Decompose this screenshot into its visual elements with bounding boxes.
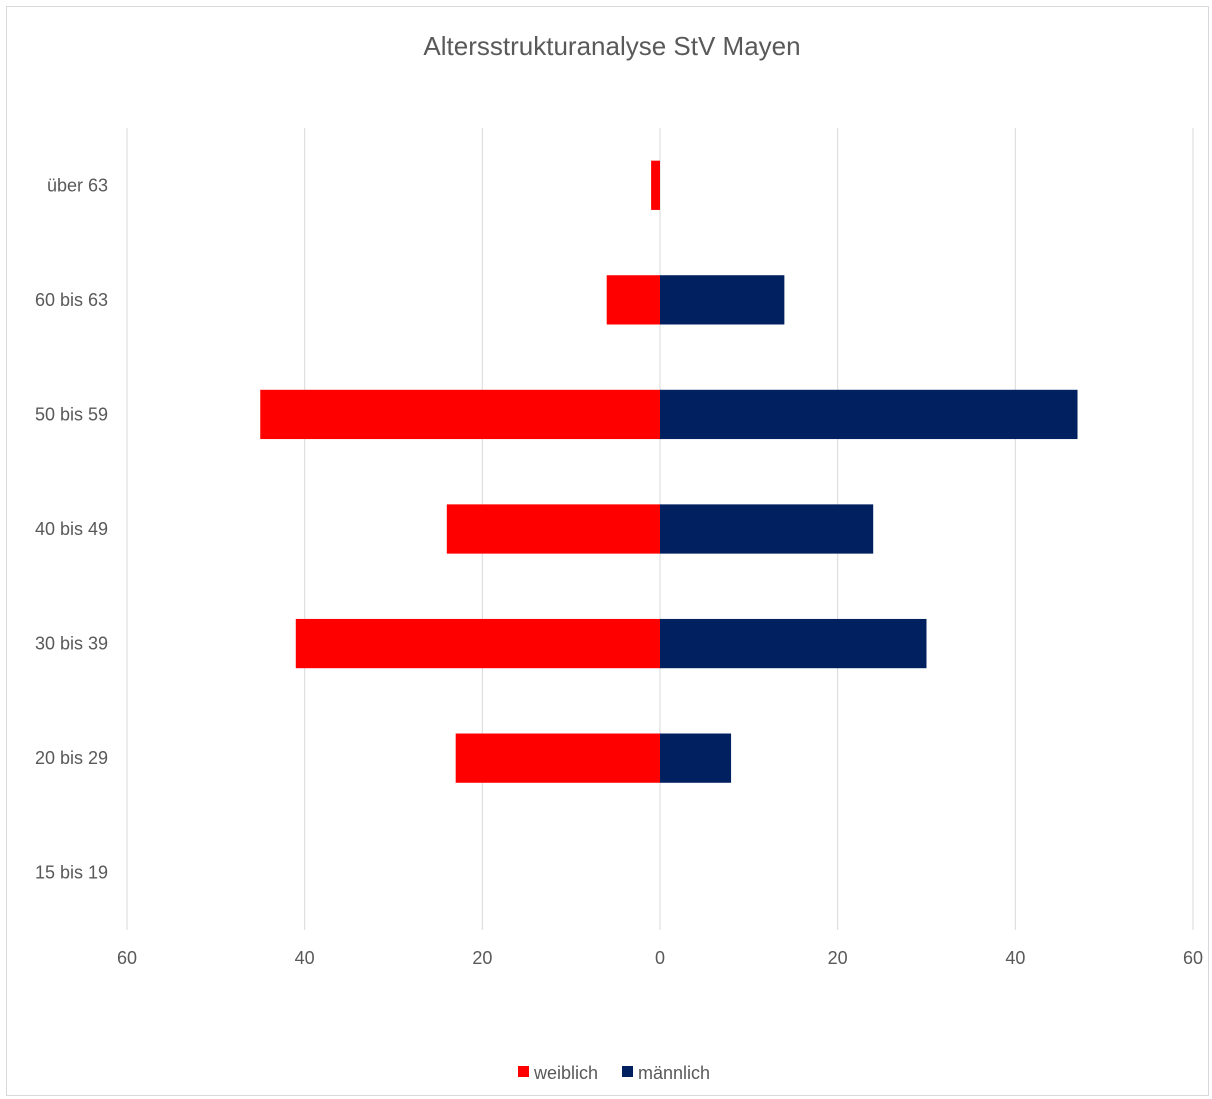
legend-swatch-männlich [622, 1066, 633, 1077]
legend: weiblich männlich [518, 1063, 710, 1083]
category-label: über 63 [47, 175, 108, 195]
bar-weiblich-50-bis-59 [260, 389, 660, 440]
x-tick-label: 40 [1005, 948, 1025, 968]
legend-label-weiblich: weiblich [533, 1063, 598, 1083]
bar-männlich-20-bis-29 [660, 733, 732, 783]
x-tick-label: 20 [828, 948, 848, 968]
category-label: 30 bis 39 [35, 634, 108, 654]
category-label: 40 bis 49 [35, 519, 108, 539]
chart-title: Altersstrukturanalyse StV Mayen [423, 31, 800, 61]
legend-label-männlich: männlich [638, 1063, 710, 1083]
bar-weiblich-20-bis-29 [455, 733, 660, 783]
bar-männlich-30-bis-39 [660, 618, 927, 669]
category-label: 20 bis 29 [35, 748, 108, 768]
category-label: 60 bis 63 [35, 290, 108, 310]
bar-männlich-50-bis-59 [660, 389, 1078, 440]
bar-männlich-60-bis-63 [660, 275, 785, 325]
bar-weiblich-30-bis-39 [295, 618, 660, 669]
x-tick-label: 20 [472, 948, 492, 968]
category-labels: 15 bis 19 20 bis 29 30 bis 39 40 bis 49 50 b… [35, 175, 108, 882]
x-axis-tick-labels: 60 40 20 0 20 40 60 [117, 948, 1203, 968]
x-tick-label: 60 [1183, 948, 1203, 968]
x-tick-label: 0 [655, 948, 665, 968]
bar-weiblich-40-bis-49 [446, 504, 660, 554]
category-label: 50 bis 59 [35, 404, 108, 424]
bar-weiblich-60-bis-63 [606, 275, 660, 325]
x-tick-label: 40 [295, 948, 315, 968]
category-label: 15 bis 19 [35, 863, 108, 883]
bar-layer [260, 160, 1078, 783]
legend-swatch-weiblich [518, 1066, 529, 1077]
bar-weiblich-über-63 [651, 160, 660, 210]
bar-männlich-40-bis-49 [660, 504, 874, 554]
x-tick-label: 60 [117, 948, 137, 968]
